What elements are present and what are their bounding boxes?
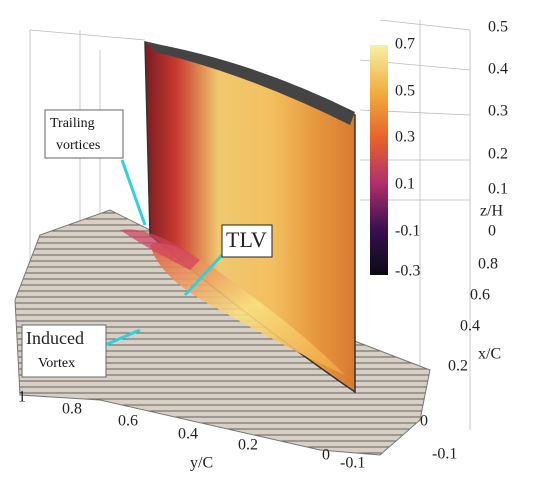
x-tick-label: 0.8 bbox=[478, 256, 498, 273]
grid bbox=[29, 19, 471, 430]
colorbar-tick-label: -0.3 bbox=[395, 263, 420, 280]
z-tick-label: 0.5 bbox=[488, 19, 508, 36]
y-tick-label: 0 bbox=[322, 447, 330, 464]
y-tick-label: 0.2 bbox=[238, 437, 258, 454]
tlv-box bbox=[221, 224, 273, 258]
colorbar-tick-label: 0.1 bbox=[395, 176, 415, 193]
z-tick-label: 0 bbox=[488, 223, 496, 240]
z-tick-label: 0.2 bbox=[488, 146, 508, 163]
annotation: Vortex bbox=[38, 356, 75, 371]
annotation: Induced bbox=[26, 328, 84, 348]
z-tick-label: 0.3 bbox=[488, 103, 508, 120]
y-tick-label: 1 bbox=[18, 389, 26, 406]
x-axis-label: x/C bbox=[478, 346, 501, 363]
induced-box bbox=[21, 324, 107, 378]
colorbar bbox=[370, 45, 388, 275]
y-tick-label: 0.8 bbox=[62, 401, 82, 418]
colorbar-tick-label: 0.3 bbox=[395, 129, 415, 146]
arrows bbox=[104, 159, 224, 347]
z-tick-label: 0.1 bbox=[488, 181, 508, 198]
blade-top bbox=[145, 42, 355, 125]
x-tick-label: 0.6 bbox=[470, 287, 490, 304]
colorbar-tick-label: -0.1 bbox=[395, 223, 420, 240]
x-tick-label: 0.4 bbox=[460, 318, 480, 335]
x-tick-label: -0.1 bbox=[432, 446, 457, 463]
z-axis-label: z/H bbox=[480, 203, 504, 220]
x-tick-label: 0 bbox=[420, 413, 428, 430]
colorbar-tick-label: 0.5 bbox=[395, 83, 415, 100]
y-tick-label: 0.4 bbox=[178, 426, 198, 443]
vortex-trail bbox=[120, 229, 200, 270]
floor bbox=[14, 209, 431, 456]
annotation: TLV bbox=[226, 227, 267, 252]
y-axis-label: y/C bbox=[190, 455, 213, 472]
x-tick-label: 0.2 bbox=[448, 358, 468, 375]
trailing-box bbox=[44, 109, 124, 159]
annotation: Trailing bbox=[50, 116, 95, 131]
y-tick-label: -0.1 bbox=[340, 455, 365, 472]
z-tick-label: 0.4 bbox=[488, 61, 508, 78]
colorbar-tick-label: 0.7 bbox=[395, 36, 415, 53]
vortex bbox=[150, 243, 345, 375]
y-tick-label: 0.6 bbox=[118, 413, 138, 430]
annotation: vortices bbox=[56, 138, 100, 153]
